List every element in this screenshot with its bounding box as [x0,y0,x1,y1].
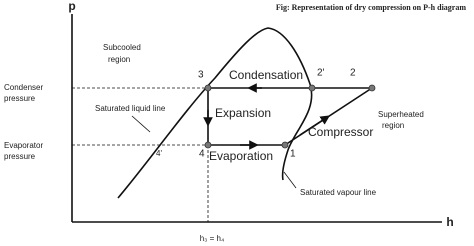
label: pressure [4,94,36,103]
axis-label: p [68,0,75,13]
point-label: 4 [199,149,205,160]
point-label: 2 [350,68,356,79]
state-point [281,141,289,149]
process-label: Compressor [308,125,373,139]
process-label: Evaporation [209,149,273,163]
label: Condenser [4,83,43,92]
process-label: Expansion [215,106,271,120]
leader-line [283,171,297,189]
state-point [308,84,316,92]
state-point [204,84,212,92]
saturation-dome [117,27,313,199]
label: pressure [4,152,36,161]
point-label: 3 [198,70,204,81]
label: Saturated vapour line [300,188,377,197]
bottom-label: h₃ = h₄ [200,234,225,243]
label: region [382,121,404,130]
point-label: 4' [156,149,162,158]
label: Subcooled [103,43,141,52]
title: Fig: Representation of dry compression o… [276,3,466,12]
label: Evaporator [4,141,43,150]
point-label: 2' [317,68,325,79]
label: Superheated [378,110,424,119]
arrow [299,115,331,136]
label: region [108,55,130,64]
leader-line [131,115,151,133]
process-label: Condensation [229,68,303,82]
label: Saturated liquid line [95,104,166,113]
axis-label: h [446,215,453,229]
state-point [204,141,212,149]
state-point [368,84,376,92]
point-label: 1 [290,149,296,160]
